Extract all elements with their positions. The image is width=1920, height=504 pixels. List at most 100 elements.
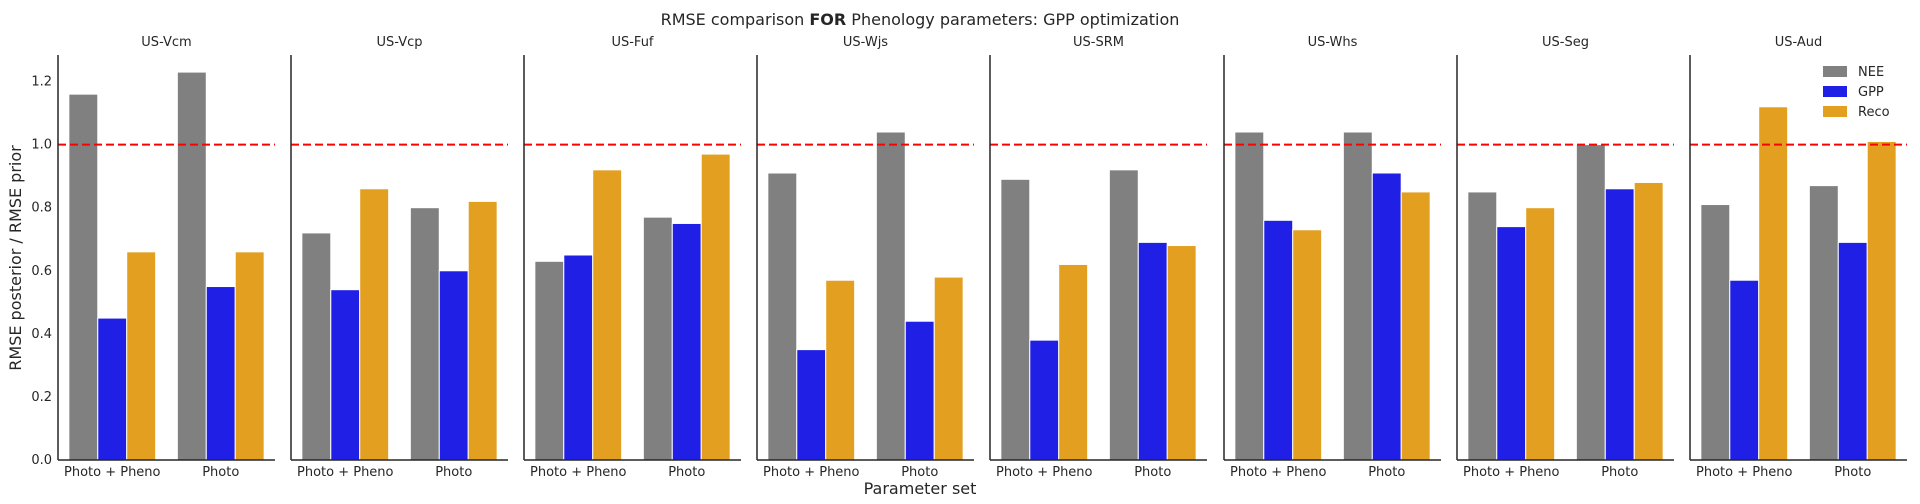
chart-title-suffix: Phenology parameters: GPP optimization <box>846 10 1179 29</box>
bar-gpp-photo <box>671 222 702 461</box>
bar-gpp-photo-pheno <box>1729 279 1760 461</box>
panel-title: US-Seg <box>1542 35 1589 50</box>
legend-label-reco: Reco <box>1858 105 1890 120</box>
x-tick-label: Photo + Pheno <box>1230 465 1327 480</box>
bar-nee-photo-pheno <box>767 172 798 461</box>
bar-reco-photo <box>1166 245 1197 461</box>
bar-reco-photo-pheno <box>825 279 856 461</box>
panel-us-vcp: US-Vcp Photo + Pheno Photo <box>290 35 508 480</box>
legend-label-nee: NEE <box>1858 65 1884 80</box>
y-tick-label: 0.8 <box>31 201 52 216</box>
bar-gpp-photo <box>904 320 935 461</box>
bar-reco-photo <box>234 251 265 461</box>
bar-nee-photo-pheno <box>1467 191 1498 461</box>
bar-nee-photo-pheno <box>301 232 332 461</box>
bar-nee-photo-pheno <box>1000 178 1031 461</box>
chart-title: RMSE comparison FOR Phenology parameters… <box>661 10 1180 29</box>
bar-gpp-photo <box>1837 241 1868 461</box>
x-tick-label: Photo <box>1134 465 1171 480</box>
bar-reco-photo <box>1633 181 1664 461</box>
panels-layer: US-Vcm Photo + Pheno Photo 0.0 0.2 0.4 0.6 0.8 1… <box>31 35 1907 480</box>
x-tick-label: Photo <box>901 465 938 480</box>
panel-title: US-Wjs <box>843 35 888 50</box>
bar-reco-photo-pheno <box>1758 106 1789 461</box>
legend-swatch-gpp <box>1823 86 1847 97</box>
panel-us-vcm: US-Vcm Photo + Pheno Photo 0.0 0.2 0.4 0.6 0.8 1… <box>31 35 275 480</box>
bar-nee-photo <box>875 131 906 461</box>
bar-gpp-photo-pheno <box>796 349 827 461</box>
panel-us-wjs: US-Wjs Photo + Pheno Photo <box>756 35 974 480</box>
chart-title-bold: FOR <box>809 10 846 29</box>
x-tick-label: Photo <box>1834 465 1871 480</box>
x-tick-label: Photo + Pheno <box>996 465 1093 480</box>
bar-nee-photo-pheno <box>534 260 565 461</box>
bar-reco-photo-pheno <box>1292 229 1323 461</box>
bar-nee-photo-pheno <box>1234 131 1265 461</box>
bar-nee-photo <box>642 216 673 461</box>
chart-title-prefix: RMSE comparison <box>661 10 810 29</box>
y-tick-label: 1.0 <box>31 138 52 153</box>
x-tick-label: Photo <box>435 465 472 480</box>
x-tick-label: Photo + Pheno <box>1463 465 1560 480</box>
panel-us-whs: US-Whs Photo + Pheno Photo <box>1223 35 1441 480</box>
bar-reco-photo-pheno <box>126 251 157 461</box>
bar-reco-photo-pheno <box>1525 207 1556 461</box>
x-axis-label: Parameter set <box>864 479 977 498</box>
x-tick-label: Photo + Pheno <box>1696 465 1793 480</box>
legend-swatch-nee <box>1823 66 1847 77</box>
panel-us-srm: US-SRM Photo + Pheno Photo <box>989 35 1207 480</box>
bar-gpp-photo-pheno <box>1263 219 1294 461</box>
y-tick-label: 1.2 <box>31 75 52 90</box>
panel-title: US-SRM <box>1073 35 1124 50</box>
bar-reco-photo <box>1400 191 1431 461</box>
panel-title: US-Vcm <box>141 35 191 50</box>
bar-reco-photo-pheno <box>592 169 623 461</box>
bar-nee-photo <box>1108 169 1139 461</box>
bar-gpp-photo-pheno <box>563 254 594 461</box>
bar-nee-photo-pheno <box>68 93 99 461</box>
y-tick-label: 0.6 <box>31 264 52 279</box>
x-tick-label: Photo <box>1368 465 1405 480</box>
bar-reco-photo-pheno <box>359 188 390 461</box>
panel-title: US-Aud <box>1775 35 1823 50</box>
x-tick-label: Photo <box>202 465 239 480</box>
y-tick-label: 0.2 <box>31 390 52 405</box>
bar-nee-photo <box>1575 144 1606 461</box>
bar-reco-photo <box>933 276 964 461</box>
y-tick-label: 0.4 <box>31 327 52 342</box>
y-tick-label: 0.0 <box>31 453 52 468</box>
bar-gpp-photo <box>1604 188 1635 461</box>
bar-gpp-photo-pheno <box>1496 226 1527 461</box>
x-tick-label: Photo + Pheno <box>64 465 161 480</box>
panel-title: US-Whs <box>1308 35 1358 50</box>
y-axis-label: RMSE posterior / RMSE prior <box>6 145 25 371</box>
bar-gpp-photo <box>1371 172 1402 461</box>
legend: NEE GPP Reco <box>1823 65 1890 120</box>
bar-reco-photo <box>1866 140 1897 461</box>
bar-gpp-photo-pheno <box>1029 339 1060 461</box>
bar-nee-photo <box>1342 131 1373 461</box>
x-tick-label: Photo <box>1601 465 1638 480</box>
panel-title: US-Vcp <box>377 35 423 50</box>
bar-gpp-photo <box>438 270 469 461</box>
panel-title: US-Fuf <box>611 35 653 50</box>
bar-nee-photo <box>1808 185 1839 461</box>
bar-nee-photo <box>176 71 207 461</box>
bar-gpp-photo <box>1137 241 1168 461</box>
legend-swatch-reco <box>1823 106 1847 117</box>
bar-reco-photo <box>700 153 731 461</box>
x-tick-label: Photo + Pheno <box>297 465 394 480</box>
bar-gpp-photo <box>205 286 236 461</box>
x-tick-label: Photo + Pheno <box>763 465 860 480</box>
bar-reco-photo <box>467 200 498 461</box>
panel-us-fuf: US-Fuf Photo + Pheno Photo <box>523 35 741 480</box>
x-tick-label: Photo + Pheno <box>530 465 627 480</box>
legend-label-gpp: GPP <box>1858 85 1884 100</box>
x-tick-label: Photo <box>668 465 705 480</box>
bar-gpp-photo-pheno <box>97 317 128 461</box>
bar-nee-photo-pheno <box>1700 204 1731 461</box>
bar-reco-photo-pheno <box>1058 263 1089 461</box>
bar-gpp-photo-pheno <box>330 289 361 461</box>
